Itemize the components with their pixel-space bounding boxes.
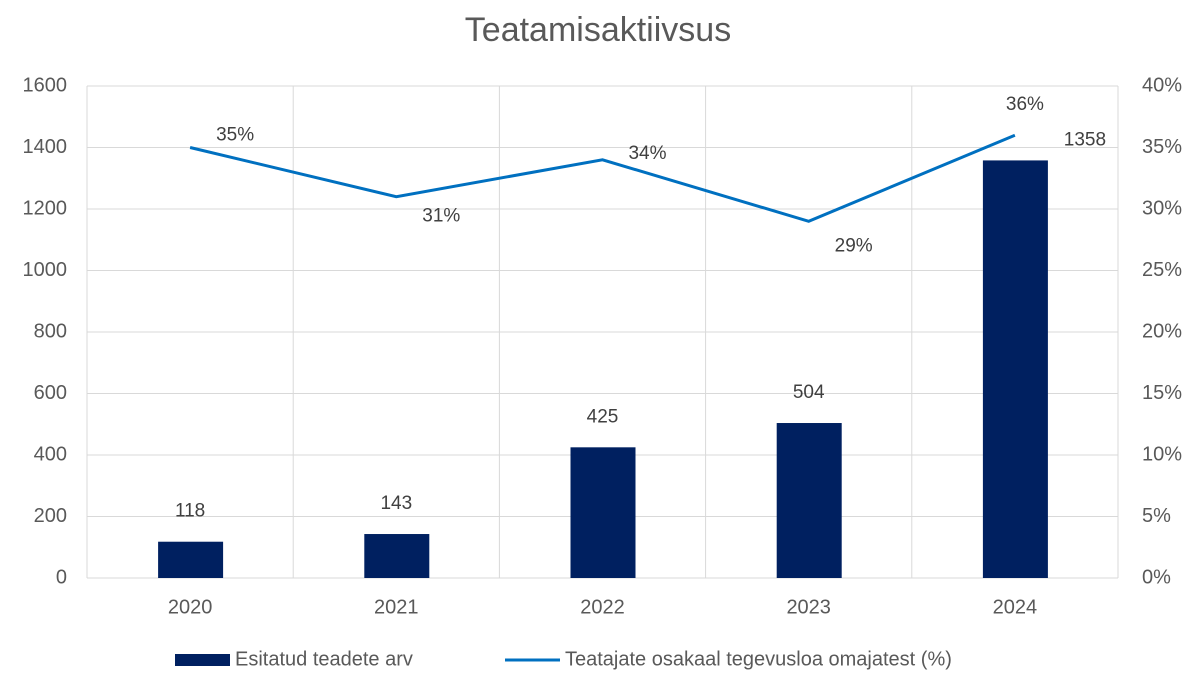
y2-tick-label: 5% <box>1142 505 1171 527</box>
x-tick-label: 2024 <box>993 596 1038 618</box>
data-label: 31% <box>422 206 460 227</box>
data-label: 35% <box>216 125 254 146</box>
bar <box>158 541 224 578</box>
y-tick-label: 1200 <box>23 197 68 219</box>
y2-tick-label: 15% <box>1142 382 1182 404</box>
line <box>189 133 1016 223</box>
y-tick-label: 600 <box>34 382 67 404</box>
data-label: 34% <box>628 143 666 164</box>
data-label: 504 <box>793 382 825 403</box>
y-tick-label: 1400 <box>23 136 68 158</box>
y2-tick-label: 25% <box>1142 259 1182 281</box>
x-tick-label: 2020 <box>168 596 213 618</box>
data-label: 118 <box>175 501 205 522</box>
x-tick-label: 2021 <box>374 596 419 618</box>
bar <box>776 423 842 578</box>
y2-tick-label: 10% <box>1142 443 1182 465</box>
chart-title: Teatamisaktiivsus <box>465 11 731 49</box>
y-tick-label: 1600 <box>23 74 68 96</box>
y2-tick-label: 0% <box>1142 566 1171 588</box>
legend-label: Esitatud teadete arv <box>235 648 413 670</box>
y-tick-label: 800 <box>34 320 67 342</box>
x-tick-label: 2023 <box>786 596 831 618</box>
bar <box>364 534 430 578</box>
y-tick-label: 0 <box>56 566 67 588</box>
y-tick-label: 400 <box>34 443 67 465</box>
y-tick-label: 1000 <box>23 259 68 281</box>
data-label: 36% <box>1006 94 1044 115</box>
legend-label: Teatajate osakaal tegevusloa omajatest (… <box>565 648 952 670</box>
y2-tick-label: 40% <box>1142 74 1182 96</box>
x-tick-label: 2022 <box>580 596 625 618</box>
data-label: 29% <box>835 235 873 256</box>
y2-tick-label: 20% <box>1142 320 1182 342</box>
data-label: 1358 <box>1064 129 1106 150</box>
data-label: 143 <box>380 493 412 514</box>
y2-tick-label: 35% <box>1142 136 1182 158</box>
legend-swatch <box>175 654 230 666</box>
y-tick-label: 200 <box>34 505 67 527</box>
data-label: 425 <box>587 406 619 427</box>
bar <box>982 160 1048 579</box>
bar <box>570 447 636 578</box>
y2-tick-label: 30% <box>1142 197 1182 219</box>
